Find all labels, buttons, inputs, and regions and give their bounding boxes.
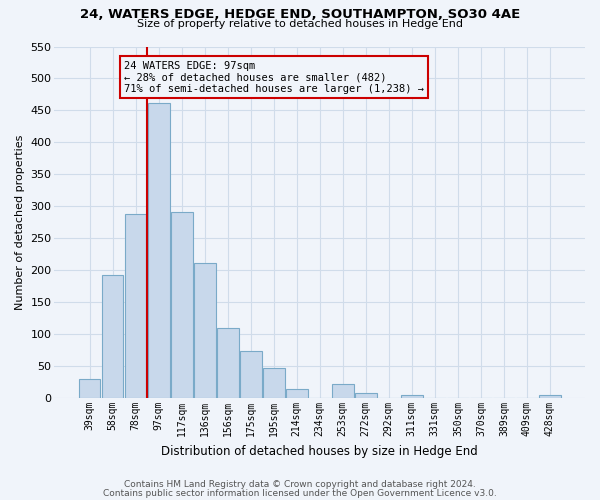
Bar <box>286 389 308 398</box>
Y-axis label: Number of detached properties: Number of detached properties <box>15 134 25 310</box>
Bar <box>148 104 170 398</box>
X-axis label: Distribution of detached houses by size in Hedge End: Distribution of detached houses by size … <box>161 444 478 458</box>
Bar <box>263 368 284 398</box>
Bar <box>332 384 353 398</box>
Bar <box>240 351 262 398</box>
Bar <box>101 276 124 398</box>
Bar <box>401 395 423 398</box>
Bar <box>355 393 377 398</box>
Text: Contains HM Land Registry data © Crown copyright and database right 2024.: Contains HM Land Registry data © Crown c… <box>124 480 476 489</box>
Text: 24 WATERS EDGE: 97sqm
← 28% of detached houses are smaller (482)
71% of semi-det: 24 WATERS EDGE: 97sqm ← 28% of detached … <box>124 60 424 94</box>
Bar <box>125 214 146 398</box>
Bar <box>170 212 193 398</box>
Text: Size of property relative to detached houses in Hedge End: Size of property relative to detached ho… <box>137 19 463 29</box>
Bar <box>194 262 215 398</box>
Bar <box>79 379 100 398</box>
Bar <box>217 328 239 398</box>
Bar <box>539 395 561 398</box>
Text: 24, WATERS EDGE, HEDGE END, SOUTHAMPTON, SO30 4AE: 24, WATERS EDGE, HEDGE END, SOUTHAMPTON,… <box>80 8 520 20</box>
Text: Contains public sector information licensed under the Open Government Licence v3: Contains public sector information licen… <box>103 488 497 498</box>
